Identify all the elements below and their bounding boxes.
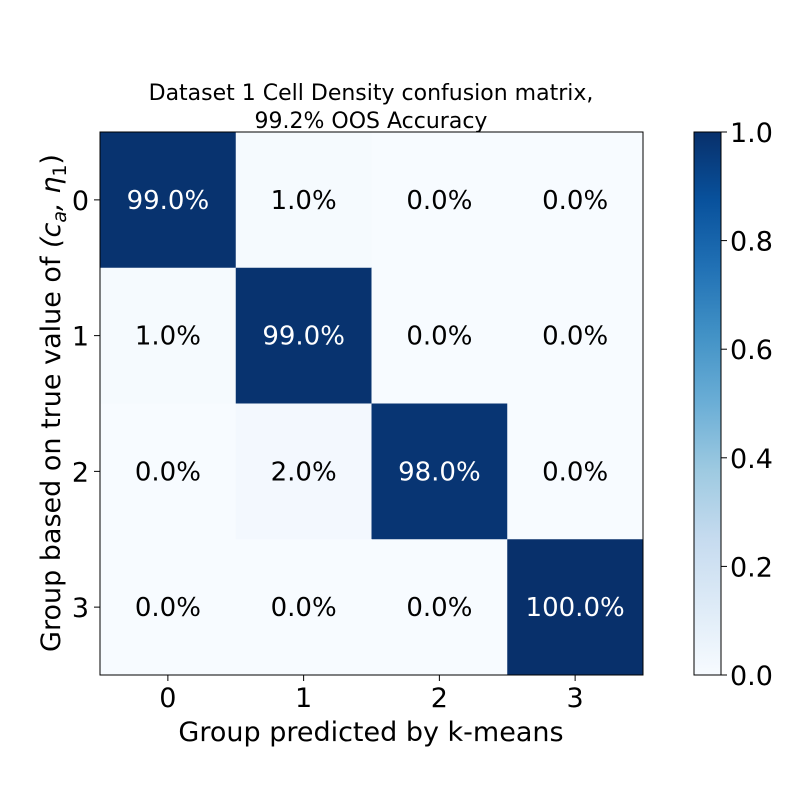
heatmap-cell-r3-c2 xyxy=(371,539,508,676)
colorbar-ticks: 0.0 0.2 0.4 0.6 0.8 1.0 xyxy=(721,118,773,692)
y-tick-label-1: 1 xyxy=(72,322,89,353)
cell-label-r0-c1: 1.0% xyxy=(271,186,337,216)
cell-label-r2-c0: 0.0% xyxy=(135,457,201,487)
cell-label-r0-c2: 0.0% xyxy=(406,186,472,216)
y-tick-label-3: 3 xyxy=(72,593,89,624)
heatmap-cell-r0-c2 xyxy=(371,132,508,269)
cell-label-r0-c3: 0.0% xyxy=(542,186,608,216)
colorbar-tick-label-3: 0.6 xyxy=(730,335,773,366)
heatmap-cell-r0-c1 xyxy=(235,132,372,269)
x-tick-label-3: 3 xyxy=(567,683,584,714)
colorbar xyxy=(693,131,722,676)
cell-label-r1-c3: 0.0% xyxy=(542,322,608,352)
heatmap-cell-r0-c0 xyxy=(100,132,237,269)
y-axis-label-close: ) xyxy=(36,154,67,165)
cell-label-r1-c1: 99.0% xyxy=(262,322,345,352)
axis-ticks: 0 1 2 3 0 1 2 3 xyxy=(72,186,584,714)
heatmap-cell-r3-c3 xyxy=(507,539,644,676)
x-tick-label-2: 2 xyxy=(431,683,448,714)
heatmap-cell-r1-c0 xyxy=(100,267,237,404)
y-axis-label: Group based on true value of (ca, η1) xyxy=(36,154,71,652)
y-tick-label-0: 0 xyxy=(72,186,89,217)
x-tick-label-0: 0 xyxy=(159,683,176,714)
heatmap-cell-r3-c1 xyxy=(235,539,372,676)
heatmap-cell-r2-c3 xyxy=(507,403,644,540)
heatmap-cell-r2-c0 xyxy=(100,403,237,540)
colorbar-tick-label-2: 0.4 xyxy=(730,444,773,475)
cell-label-r1-c2: 0.0% xyxy=(406,322,472,352)
y-axis-label-sub-a: a xyxy=(49,211,71,223)
y-tick-label-2: 2 xyxy=(72,457,89,488)
cell-label-r3-c1: 0.0% xyxy=(271,593,337,623)
cell-label-r3-c2: 0.0% xyxy=(406,593,472,623)
x-tick-label-1: 1 xyxy=(295,683,312,714)
cell-label-r2-c3: 0.0% xyxy=(542,457,608,487)
heatmap-cell-r1-c3 xyxy=(507,267,644,404)
chart-title-line-2: 99.2% OOS Accuracy xyxy=(255,109,488,134)
colorbar-tick-label-4: 0.8 xyxy=(730,227,773,258)
colorbar-tick-label-1: 0.2 xyxy=(730,552,773,583)
plot-frame xyxy=(99,131,644,676)
cell-label-r2-c1: 2.0% xyxy=(271,457,337,487)
y-axis-label-paren: (c xyxy=(36,222,67,248)
heatmap-cell-r1-c1 xyxy=(235,267,372,404)
colorbar-tick-label-5: 1.0 xyxy=(730,118,773,149)
cell-label-r3-c0: 0.0% xyxy=(135,593,201,623)
cell-label-r3-c3: 100.0% xyxy=(526,593,625,623)
heatmap-cell-r2-c1 xyxy=(235,403,372,540)
heatmap-cell-r1-c2 xyxy=(371,267,508,404)
heatmap-cell-r3-c0 xyxy=(100,539,237,676)
x-axis-label: Group predicted by k-means xyxy=(178,717,563,748)
heatmap-cell-r0-c3 xyxy=(507,132,644,269)
colorbar-tick-label-0: 0.0 xyxy=(730,661,773,692)
y-axis-label-sub-1: 1 xyxy=(49,165,71,177)
cell-label-r2-c2: 98.0% xyxy=(398,457,481,487)
heatmap-cell-r2-c2 xyxy=(371,403,508,540)
cell-label-r0-c0: 99.0% xyxy=(127,186,210,216)
y-axis-label-prefix: Group based on true value of xyxy=(36,248,67,652)
cell-label-r1-c0: 1.0% xyxy=(135,322,201,352)
heatmap-cells: 99.0% 1.0% 0.0% 0.0% 1.0% 99.0% 0.0% 0.0% 0.0% 2.… xyxy=(100,132,644,676)
y-axis-label-eta: , η xyxy=(36,177,67,211)
chart-title-line-1: Dataset 1 Cell Density confusion matrix, xyxy=(149,81,594,106)
